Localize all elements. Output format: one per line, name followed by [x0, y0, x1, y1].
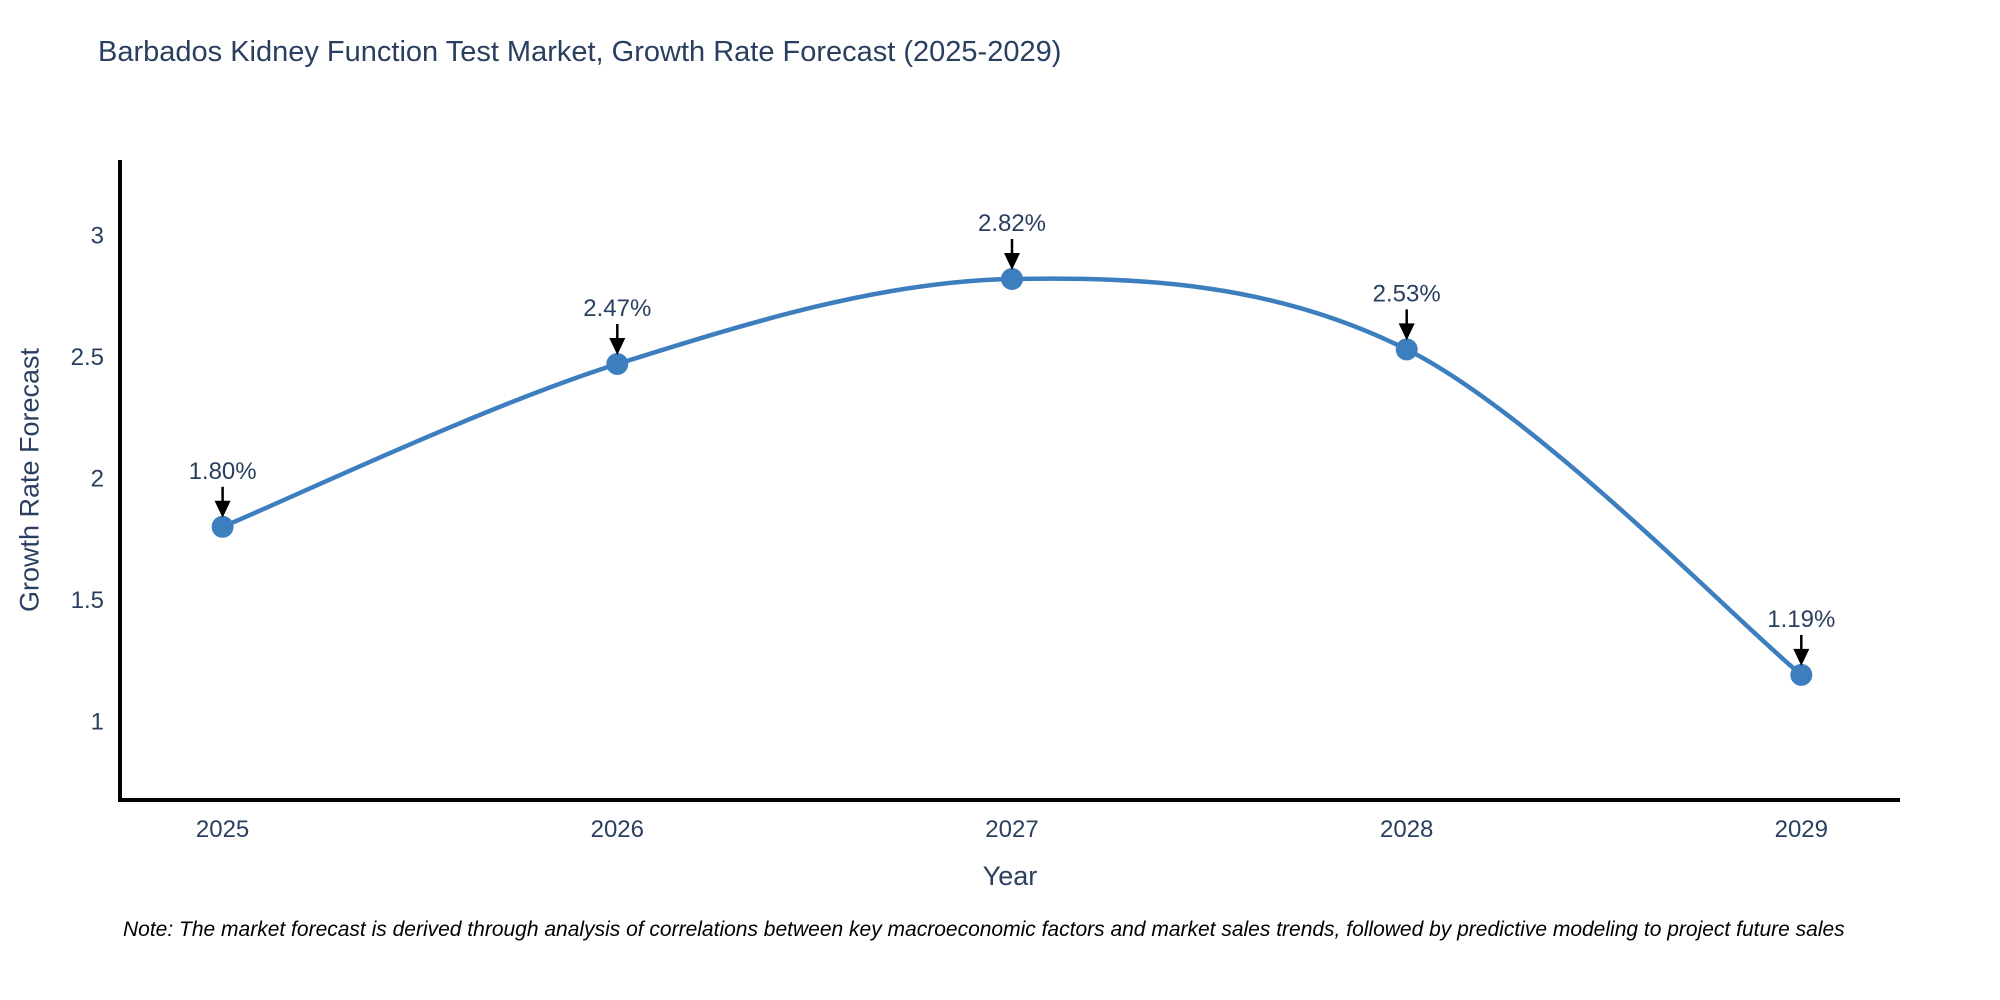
y-tick-label: 2.5 — [71, 344, 104, 371]
data-point-marker — [1790, 663, 1813, 686]
forecast-line — [220, 276, 1804, 678]
data-point-label: 1.19% — [1767, 606, 1835, 633]
data-point-marker — [1395, 338, 1418, 361]
x-axis-label: Year — [982, 861, 1038, 891]
x-tick-label: 2027 — [985, 816, 1038, 843]
x-tick-label: 2026 — [591, 816, 644, 843]
y-axis-label: Growth Rate Forecast — [14, 347, 45, 613]
annotation-2029: 1.19% — [1767, 606, 1835, 686]
footnote: Note: The market forecast is derived thr… — [123, 918, 1845, 941]
annotation-arrowhead-icon — [1793, 648, 1810, 666]
data-point-label: 2.53% — [1373, 280, 1441, 307]
y-tick-label: 1 — [91, 708, 104, 735]
chart-title: Barbados Kidney Function Test Market, Gr… — [98, 36, 1062, 68]
x-tick-label: 2028 — [1380, 816, 1433, 843]
data-point-marker — [606, 353, 629, 375]
y-tick-label: 1.5 — [71, 587, 104, 614]
x-tick-label: 2025 — [196, 816, 249, 843]
y-tick-label: 2 — [91, 466, 104, 493]
data-point-label: 2.47% — [583, 295, 651, 322]
annotation-2028: 2.53% — [1373, 280, 1441, 361]
data-point-label: 2.82% — [978, 210, 1046, 237]
data-point-label: 1.80% — [189, 458, 257, 485]
annotation-2027: 2.82% — [978, 210, 1046, 290]
axis-lines — [118, 160, 1900, 802]
annotation-arrowhead-icon — [1398, 323, 1415, 341]
annotation-arrowhead-icon — [214, 500, 231, 518]
annotation-2026: 2.47% — [583, 295, 651, 375]
x-tick-label: 2029 — [1775, 816, 1828, 843]
annotation-arrowhead-icon — [1004, 253, 1020, 270]
data-point-marker — [211, 515, 234, 538]
annotation-2025: 1.80% — [189, 458, 257, 538]
data-point-marker — [1001, 268, 1023, 290]
annotation-arrowhead-icon — [609, 338, 626, 355]
y-tick-label: 3 — [91, 223, 104, 250]
